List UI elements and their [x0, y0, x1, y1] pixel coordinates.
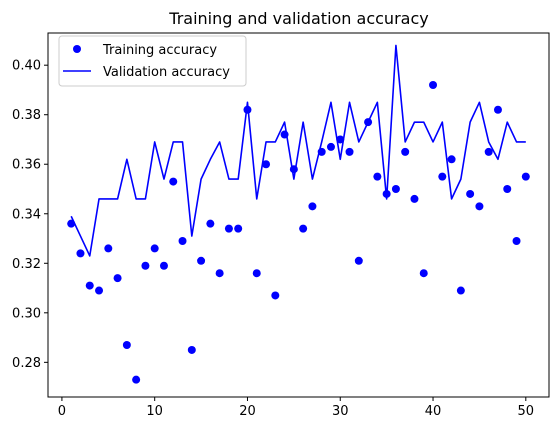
training-accuracy-point: [159, 261, 168, 270]
training-accuracy-point: [484, 147, 493, 156]
y-tick-label: 0.30: [12, 306, 41, 321]
training-accuracy-point: [493, 105, 502, 114]
y-tick-label: 0.36: [12, 158, 41, 173]
training-accuracy-point: [466, 189, 475, 198]
legend-label-validation: Validation accuracy: [103, 65, 230, 80]
axes-frame: [47, 32, 550, 398]
training-accuracy-point: [262, 160, 271, 169]
y-tick-label: 0.28: [12, 356, 41, 371]
training-accuracy-point: [456, 286, 465, 295]
training-accuracy-point: [187, 345, 196, 354]
training-accuracy-point: [206, 219, 215, 228]
training-accuracy-point: [326, 142, 335, 151]
training-accuracy-point: [364, 118, 373, 127]
training-accuracy-point: [169, 177, 178, 186]
x-tick-label: 40: [425, 404, 442, 419]
training-accuracy-point: [354, 256, 363, 265]
legend-label-training: Training accuracy: [102, 43, 217, 58]
y-tick-label: 0.32: [12, 257, 41, 272]
training-accuracy-point: [141, 261, 150, 270]
training-accuracy-point: [401, 147, 410, 156]
training-accuracy-point: [76, 249, 85, 258]
training-accuracy-point: [391, 185, 400, 193]
x-tick-label: 30: [332, 404, 349, 419]
training-accuracy-point: [243, 105, 252, 114]
training-accuracy-point: [345, 147, 354, 156]
training-accuracy-point: [122, 341, 131, 349]
training-accuracy-point: [299, 224, 308, 233]
x-tick-label: 10: [146, 404, 163, 419]
y-tick-label: 0.34: [12, 207, 41, 222]
training-accuracy-point: [410, 194, 419, 203]
training-accuracy-point: [234, 224, 243, 233]
training-accuracy-point: [271, 291, 280, 300]
training-accuracy-point: [178, 237, 187, 245]
training-accuracy-point: [336, 135, 345, 144]
training-accuracy-point: [85, 281, 94, 290]
legend-marker-training: [73, 45, 81, 53]
validation-accuracy-line: [70, 44, 526, 257]
training-accuracy-point: [373, 172, 382, 181]
x-tick-label: 20: [239, 404, 256, 419]
training-accuracy-point: [252, 269, 261, 278]
training-accuracy-point: [308, 202, 317, 211]
training-accuracy-point: [215, 269, 224, 278]
training-accuracy-point: [447, 155, 456, 164]
training-accuracy-point: [521, 172, 530, 181]
training-accuracy-point: [104, 244, 113, 253]
training-accuracy-point: [280, 130, 289, 139]
training-accuracy-point: [512, 237, 521, 245]
training-accuracy-point: [317, 147, 326, 156]
legend-box: [58, 35, 247, 87]
y-tick-label: 0.38: [12, 108, 41, 123]
training-accuracy-point: [438, 172, 447, 181]
training-accuracy-point: [382, 189, 391, 198]
training-accuracy-point: [224, 224, 233, 233]
axes: 0 10 20 30 40 50 0.28 0.30 0.32 0.34 0.36 0.38 0.40: [12, 32, 550, 419]
training-accuracy-point: [150, 244, 159, 253]
x-tick-label: 0: [58, 404, 66, 419]
chart-title: Training and validation accuracy: [168, 9, 428, 28]
training-accuracy-point: [419, 269, 428, 278]
training-accuracy-point: [113, 274, 122, 283]
training-accuracy-point: [67, 219, 76, 228]
training-accuracy-point: [197, 256, 206, 265]
training-accuracy-point: [429, 81, 438, 89]
y-tick-label: 0.40: [12, 59, 41, 74]
training-accuracy-point: [503, 185, 512, 193]
training-accuracy-point: [475, 202, 484, 211]
training-accuracy-point: [132, 375, 141, 384]
x-tick-label: 50: [518, 404, 535, 419]
legend: Training accuracy Validation accuracy: [58, 35, 247, 87]
training-accuracy-point: [95, 286, 104, 295]
plot-area: [67, 44, 530, 384]
training-accuracy-point: [289, 165, 298, 174]
